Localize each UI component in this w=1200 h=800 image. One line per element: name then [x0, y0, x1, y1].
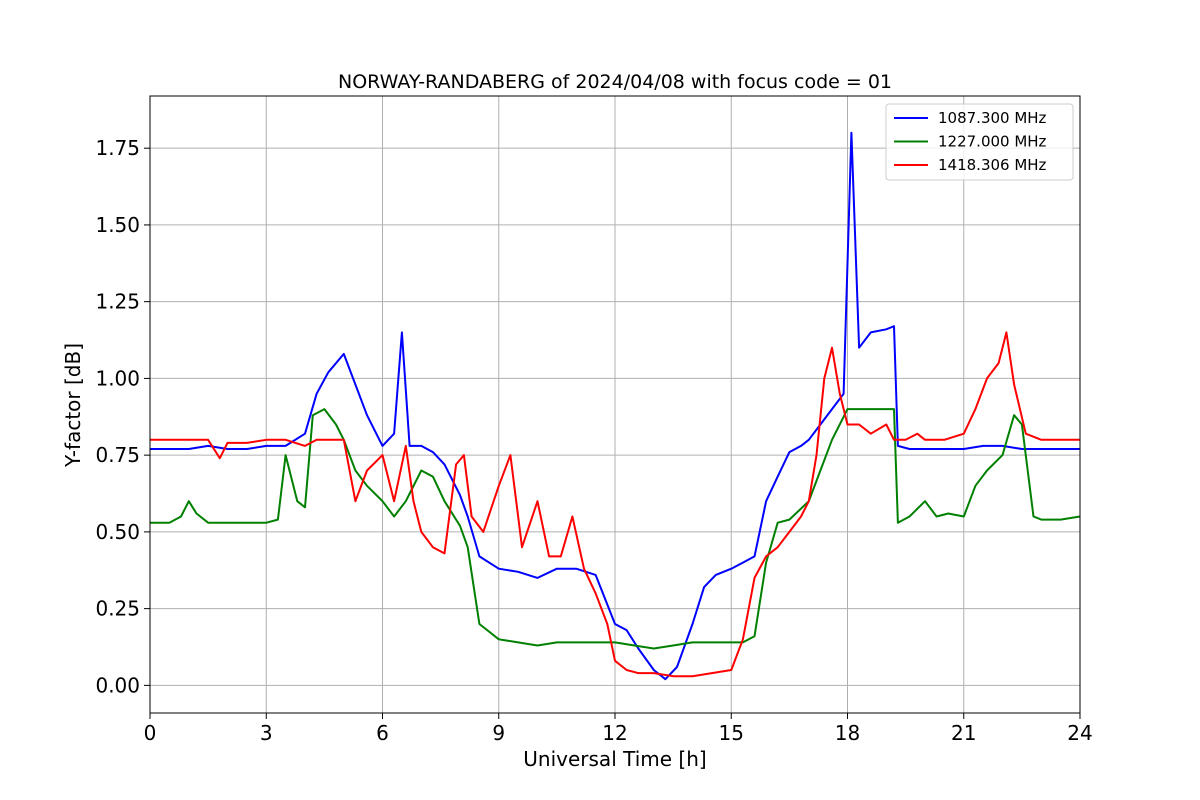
series-line [150, 408, 1081, 650]
x-tick-label: 24 [1067, 721, 1092, 745]
x-tick-label: 6 [376, 721, 389, 745]
x-tick-label: 9 [492, 721, 505, 745]
y-axis-label: Y-factor [dB] [61, 343, 85, 468]
series-layer [150, 131, 1081, 681]
y-tick-label: 1.50 [95, 213, 140, 237]
series-line [150, 131, 1080, 681]
x-tick-label: 18 [835, 721, 860, 745]
x-axis-label: Universal Time [h] [523, 747, 706, 771]
x-tick-label: 21 [951, 721, 976, 745]
series-line [150, 331, 1080, 678]
y-tick-label: 1.75 [95, 136, 140, 160]
ticks: 0 3 6 9 12 15 18 21 24 0.00 0.25 0.50 0.75 1.00 1.25 1.… [95, 136, 1092, 745]
legend-box [885, 103, 1074, 181]
y-tick-label: 0.25 [95, 597, 140, 621]
y-tick-label: 0.75 [95, 443, 140, 467]
legend-label: 1087.300 MHz [938, 109, 1047, 127]
legend-label: 1418.306 MHz [938, 156, 1047, 174]
chart-title: NORWAY-RANDABERG of 2024/04/08 with focu… [338, 71, 892, 93]
y-tick-label: 0.50 [95, 520, 140, 544]
y-tick-label: 0.00 [95, 673, 140, 697]
legend-label: 1227.000 MHz [938, 133, 1047, 151]
x-tick-label: 12 [602, 721, 627, 745]
x-tick-label: 3 [260, 721, 273, 745]
y-tick-label: 1.25 [95, 290, 140, 314]
x-tick-label: 15 [719, 721, 744, 745]
legend: 1087.300 MHz 1227.000 MHz 1418.306 MHz [885, 103, 1074, 181]
y-tick-label: 1.00 [95, 366, 140, 390]
x-tick-label: 0 [144, 721, 157, 745]
